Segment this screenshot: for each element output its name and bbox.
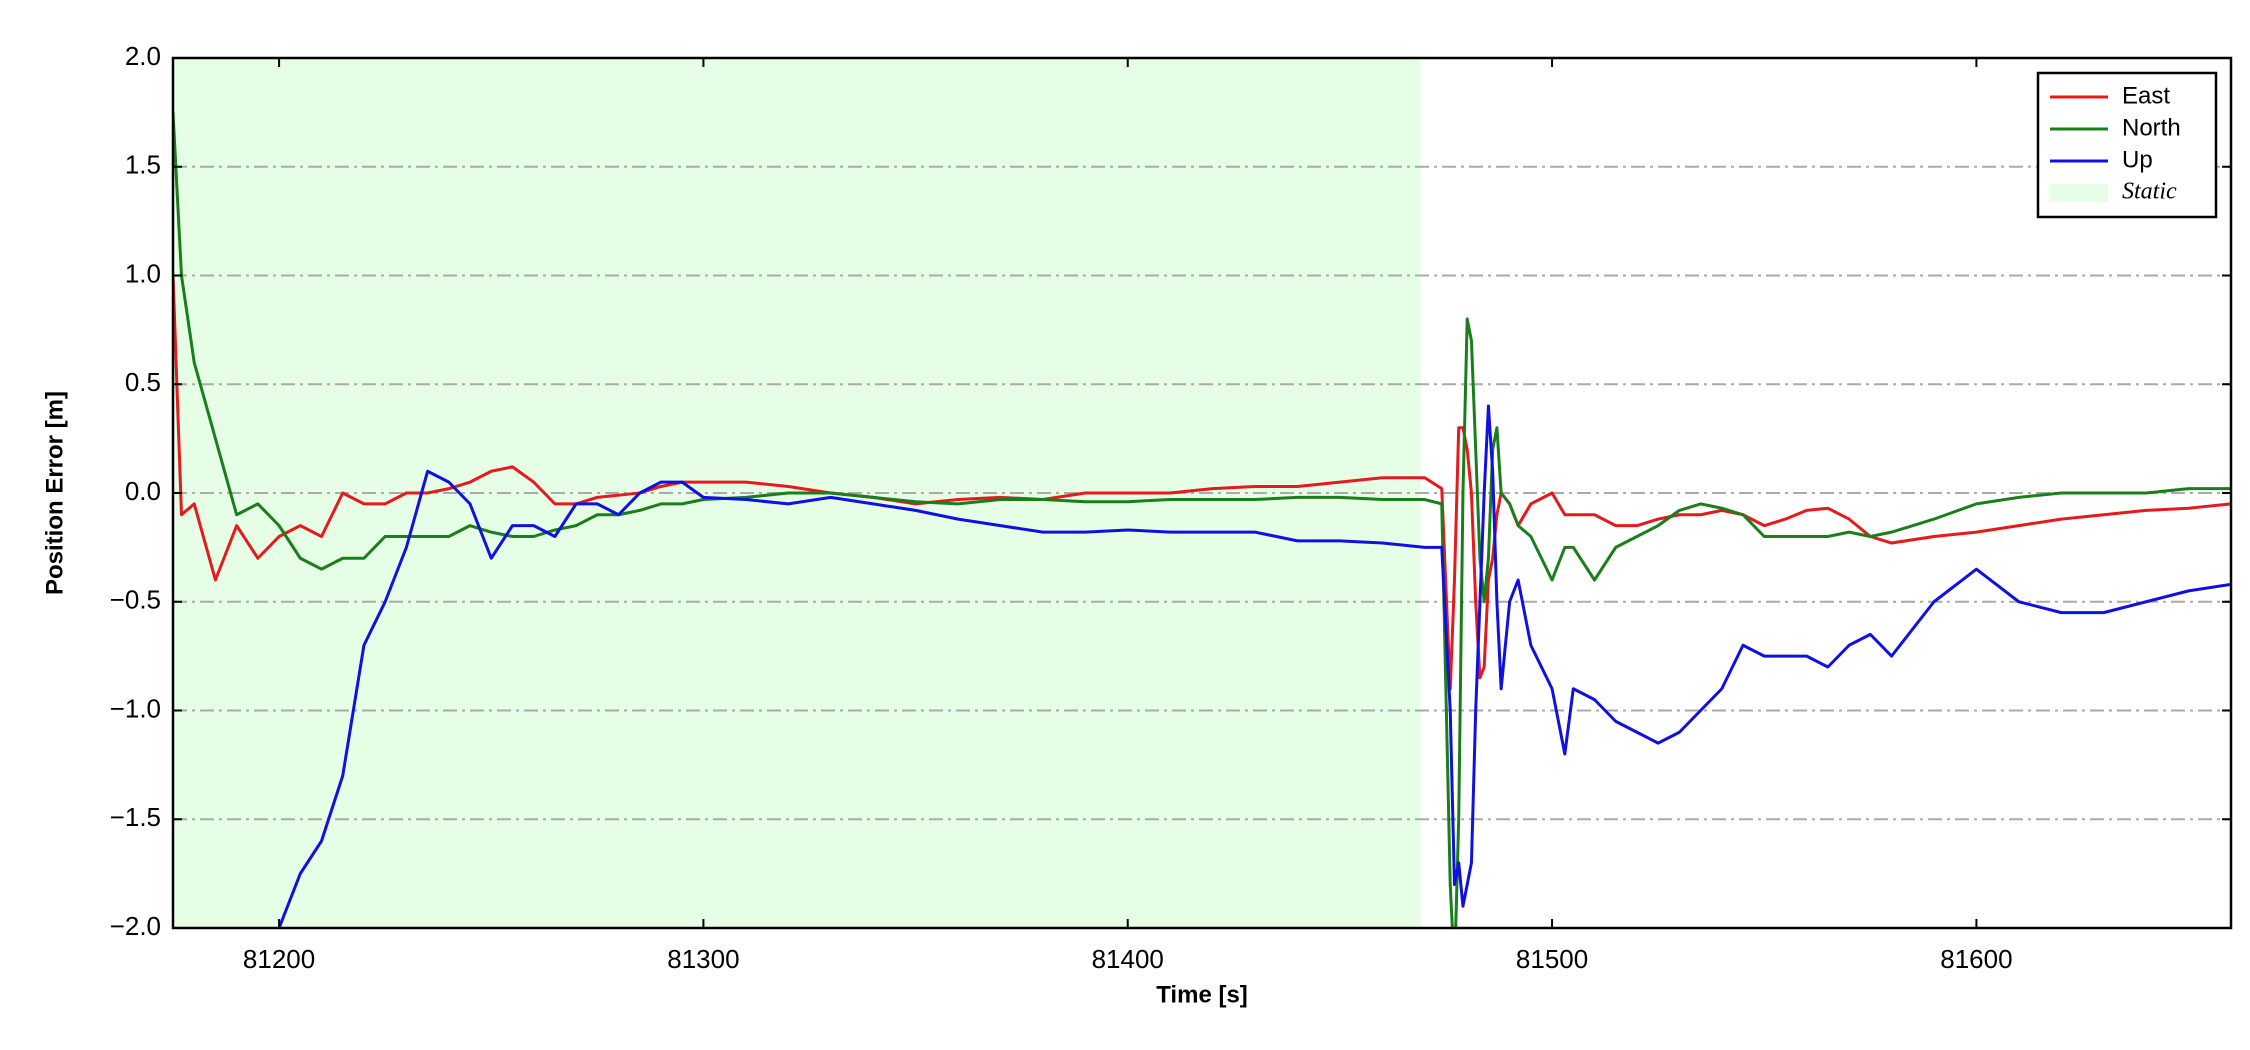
legend-label: East [2122,82,2170,109]
x-tick-label: 81500 [1516,944,1588,974]
x-tick-label: 81400 [1092,944,1164,974]
legend-label: Up [2122,146,2153,173]
legend-label: Static [2122,179,2177,205]
series-line [277,404,2231,928]
y-tick-label: −0.5 [110,585,161,615]
y-tick-label: 0.0 [125,476,161,506]
y-tick-label: −2.0 [110,911,161,941]
y-tick-label: −1.5 [110,802,161,832]
y-tick-label: 1.5 [125,150,161,180]
tick-layer: −2.0 −1.5 −1.0 −0.5 0.0 0.5 1.0 1.5 2.0 81200 8130… [110,41,2231,974]
y-axis-label: Position Error [m] [41,391,68,595]
legend-swatch [2050,184,2108,202]
y-tick-label: 1.0 [125,258,161,288]
legend: East North Up Static [2036,71,2218,219]
x-axis-label: Time [s] [1156,981,1248,1008]
line-layer [173,112,2231,928]
y-tick-label: −1.0 [110,693,161,723]
x-tick-label: 81600 [1940,944,2012,974]
legend-label: North [2122,114,2181,141]
y-tick-label: 2.0 [125,41,161,71]
series-line [173,275,2231,691]
series-line [173,112,2231,928]
x-tick-label: 81200 [243,944,315,974]
y-tick-label: 0.5 [125,367,161,397]
x-tick-label: 81300 [667,944,739,974]
